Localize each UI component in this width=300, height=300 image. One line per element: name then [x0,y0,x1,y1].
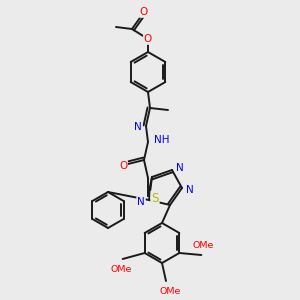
Text: N: N [134,122,142,132]
Text: N: N [137,197,145,207]
Text: O: O [144,34,152,44]
Text: O: O [140,7,148,17]
Text: OMe: OMe [111,265,132,274]
Text: OMe: OMe [159,286,181,296]
Text: S: S [151,191,159,205]
Text: N: N [186,185,194,195]
Text: N: N [176,163,184,173]
Text: OMe: OMe [193,242,214,250]
Text: NH: NH [154,135,170,145]
Text: O: O [119,161,127,171]
